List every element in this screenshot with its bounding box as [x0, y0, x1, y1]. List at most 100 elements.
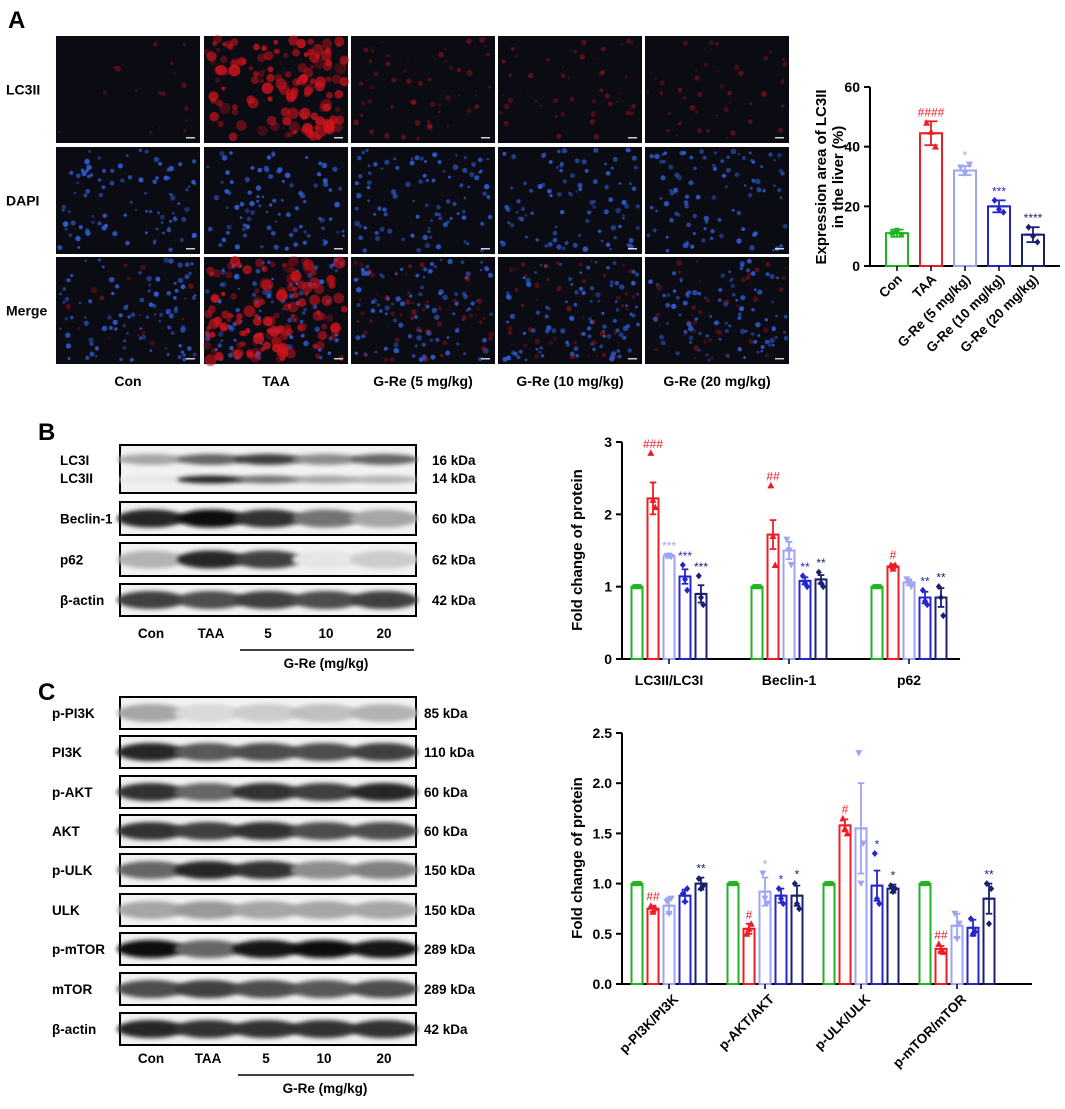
micrograph-background — [645, 147, 789, 254]
lc3-signal-dot — [666, 128, 670, 133]
lc3-signal-dot — [781, 275, 787, 280]
nucleus-dot — [417, 303, 421, 307]
nucleus-dot — [739, 267, 743, 271]
lc3-signal-dot — [307, 38, 314, 45]
data-bar — [662, 904, 676, 985]
nucleus-dot — [184, 206, 190, 213]
nucleus-dot — [225, 170, 230, 175]
nucleus-dot — [525, 235, 528, 239]
nucleus-dot — [713, 151, 718, 155]
data-point-triangle — [841, 824, 849, 832]
lane-label: 10 — [318, 626, 333, 641]
lc3-signal-dot — [257, 70, 265, 78]
nucleus-dot — [773, 184, 776, 188]
lc3-signal-dot — [556, 133, 562, 139]
nucleus-dot — [631, 155, 637, 161]
lc3-signal-dot — [442, 340, 447, 345]
protein-band — [350, 1020, 418, 1038]
lc3-signal-dot — [555, 261, 560, 265]
nucleus-dot — [395, 296, 402, 302]
nucleus-dot — [578, 187, 582, 191]
nucleus-dot — [506, 320, 509, 324]
data-bar — [646, 497, 660, 661]
nucleus-dot — [221, 155, 228, 161]
lc3-signal-dot — [780, 81, 784, 85]
nucleus-dot — [489, 312, 493, 316]
nucleus-dot — [757, 334, 760, 337]
nucleus-dot — [101, 225, 107, 231]
nucleus-dot — [631, 186, 637, 192]
nucleus-dot — [220, 339, 224, 343]
blot-strip — [117, 972, 418, 1006]
lc3-signal-dot — [149, 340, 155, 346]
nucleus-dot — [307, 234, 311, 238]
lc3-signal-dot — [523, 343, 528, 348]
nucleus-dot — [76, 181, 79, 184]
lc3-signal-dot — [205, 330, 210, 335]
nucleus-dot — [756, 350, 760, 354]
data-point-triangle — [891, 561, 899, 568]
nucleus-dot — [188, 271, 192, 276]
lc3-signal-dot — [521, 262, 526, 267]
micrograph-merge — [498, 257, 642, 364]
nucleus-dot — [379, 226, 385, 232]
nucleus-dot — [178, 344, 182, 348]
nucleus-dot — [736, 238, 742, 244]
nucleus-dot — [125, 240, 130, 246]
nucleus-dot — [313, 183, 318, 188]
nucleus-dot — [244, 208, 250, 213]
nucleus-dot — [375, 235, 381, 242]
x-group-label: p-AKT/AKT — [716, 991, 778, 1053]
nucleus-dot — [683, 300, 689, 306]
lc3-signal-dot — [376, 293, 379, 296]
lc3-signal-dot — [369, 319, 373, 323]
nucleus-dot — [774, 336, 778, 340]
nucleus-dot — [76, 173, 81, 179]
micrograph-lc3ii — [498, 36, 642, 143]
lc3-signal-dot — [686, 320, 691, 325]
lc3-signal-dot — [659, 80, 665, 86]
nucleus-dot — [676, 212, 681, 217]
lc3-signal-dot — [204, 354, 217, 367]
nucleus-dot — [587, 334, 592, 339]
lc3-signal-dot — [213, 269, 222, 278]
lc3-signal-dot — [573, 49, 578, 54]
protein-band — [234, 509, 302, 528]
data-bar — [662, 555, 676, 661]
nucleus-dot — [145, 315, 149, 319]
nucleus-dot — [480, 261, 483, 264]
x-group-label: LC3II/LC3I — [635, 672, 703, 688]
protein-band — [234, 550, 302, 569]
nucleus-dot — [192, 233, 196, 237]
nucleus-dot — [631, 269, 636, 274]
protein-band — [350, 743, 418, 761]
lc3-signal-dot — [386, 54, 390, 58]
nucleus-dot — [762, 189, 766, 193]
nucleus-dot — [430, 219, 433, 223]
lc3-signal-dot — [552, 98, 559, 104]
data-bar — [953, 169, 977, 268]
nucleus-dot — [226, 224, 232, 230]
nucleus-dot — [593, 147, 599, 153]
nucleus-dot — [239, 201, 245, 207]
lc3-signal-dot — [267, 66, 274, 73]
scale-bar — [334, 358, 343, 360]
nucleus-dot — [318, 161, 323, 166]
nucleus-dot — [186, 346, 192, 351]
data-point-diamond — [935, 583, 942, 591]
x-tick-label: TAA — [910, 271, 940, 301]
nucleus-dot — [169, 219, 173, 223]
lc3-signal-dot — [373, 71, 379, 76]
protein-band — [117, 940, 185, 958]
lc3-signal-dot — [703, 340, 707, 344]
lc3-signal-dot — [429, 101, 436, 108]
lc3-signal-dot — [560, 73, 566, 79]
lc3-signal-dot — [698, 310, 703, 315]
molecular-weight-label: 62 kDa — [432, 553, 476, 568]
nucleus-dot — [327, 351, 332, 355]
nucleus-dot — [635, 305, 638, 309]
nucleus-dot — [539, 263, 543, 267]
nucleus-dot — [726, 167, 731, 173]
nucleus-dot — [61, 208, 65, 212]
lc3-signal-dot — [283, 262, 294, 273]
